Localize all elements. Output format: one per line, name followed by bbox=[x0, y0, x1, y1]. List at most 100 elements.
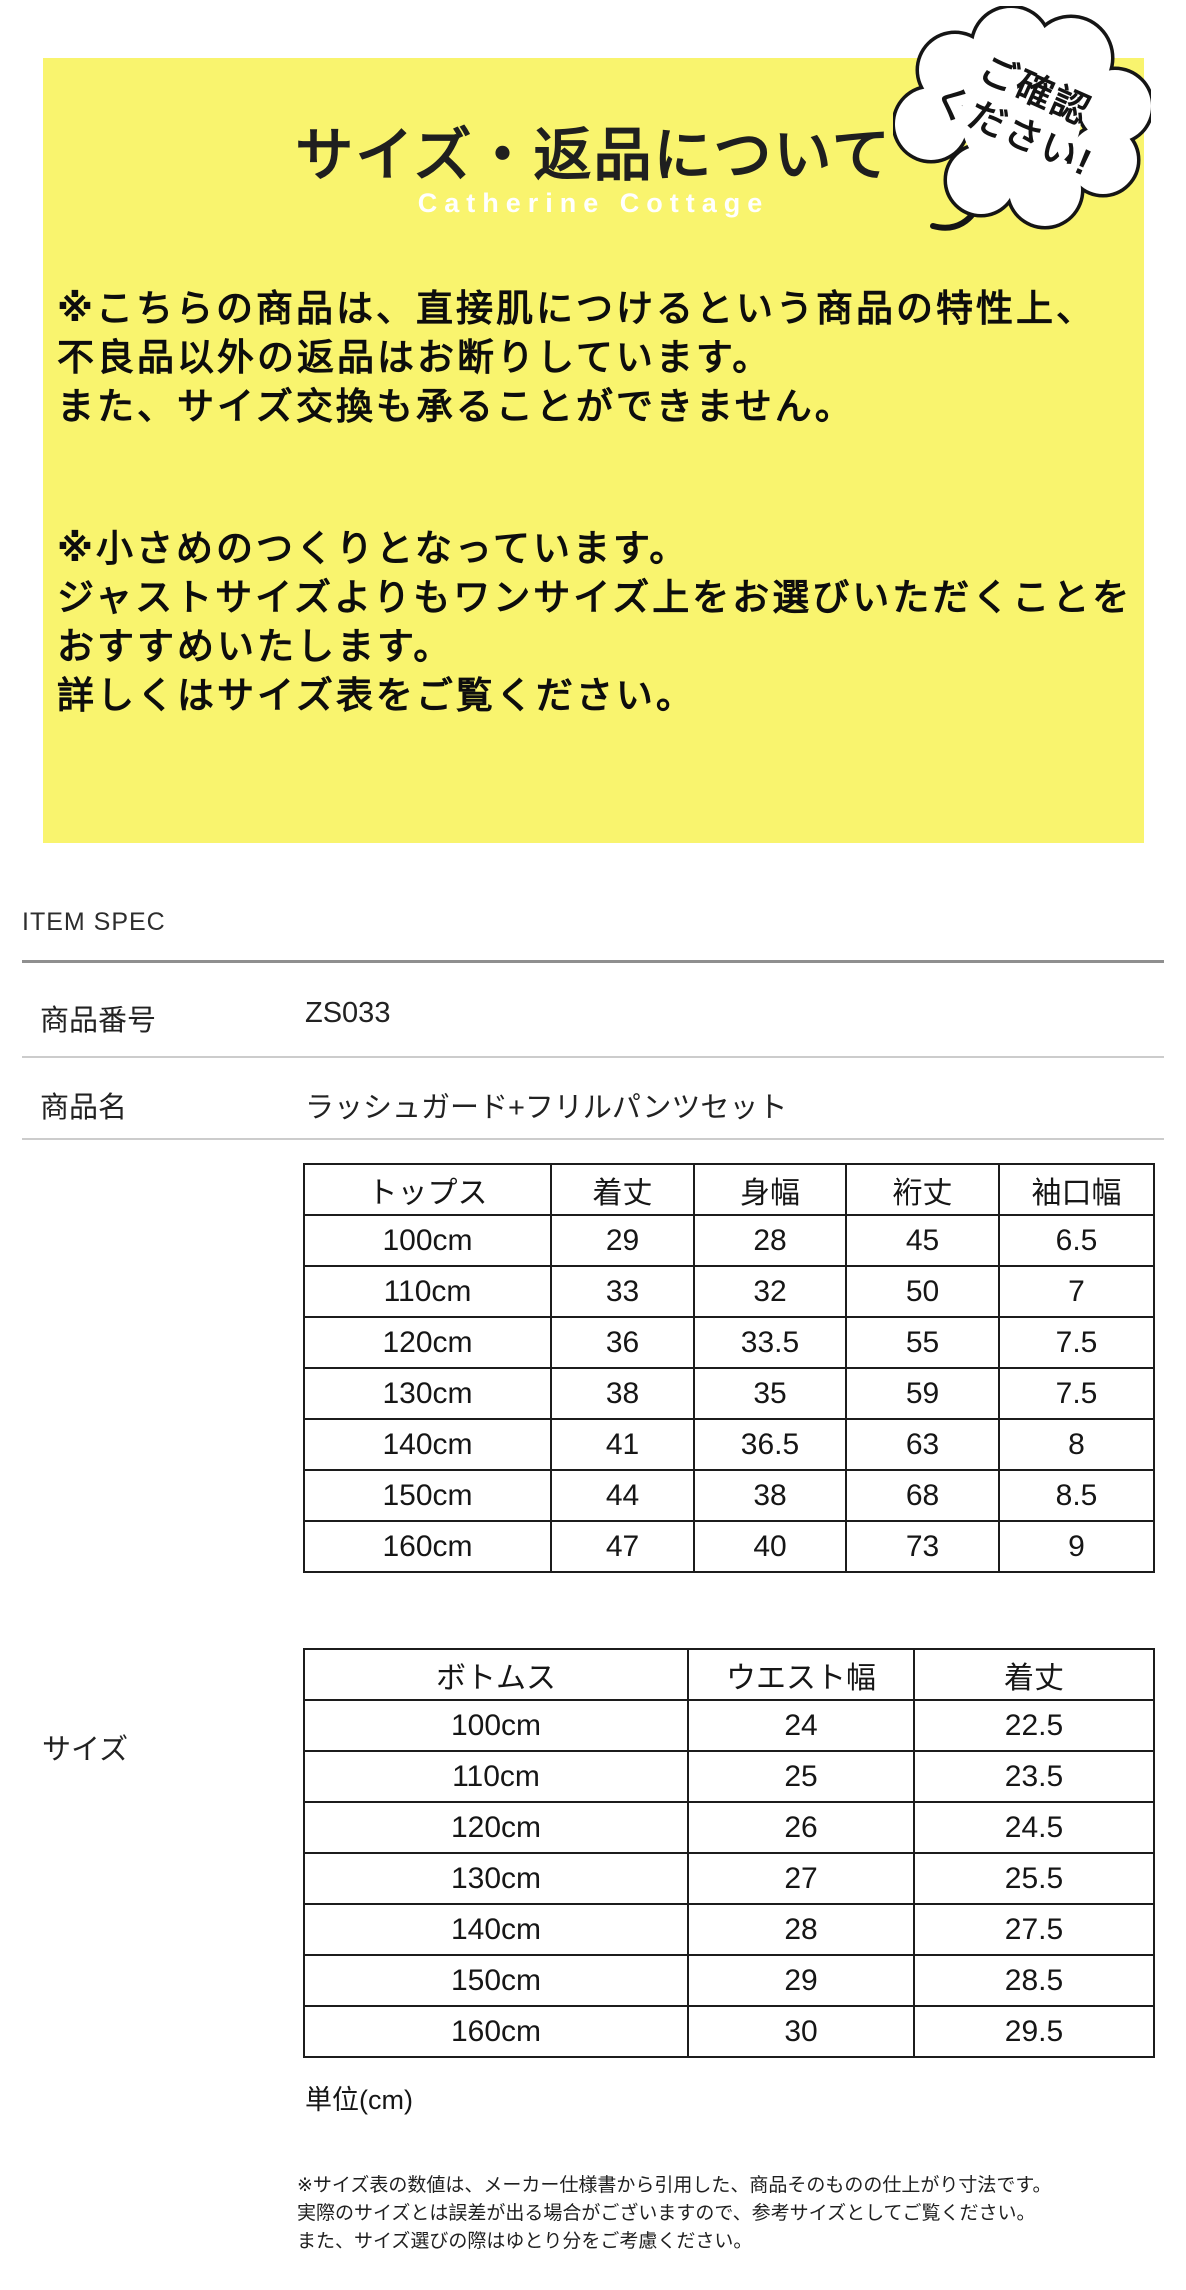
tops-header-cell: 身幅 bbox=[693, 1163, 847, 1216]
size-table-cell: 160cm bbox=[303, 1520, 552, 1573]
size-table-cell: 28 bbox=[687, 1903, 915, 1956]
size-table-cell: 25.5 bbox=[913, 1852, 1155, 1905]
size-table-cell: 38 bbox=[693, 1469, 847, 1522]
size-table-cell: 8.5 bbox=[998, 1469, 1155, 1522]
size-table-row: 100cm 24 22.5 bbox=[303, 1699, 1155, 1752]
size-table-cell: 50 bbox=[845, 1265, 1000, 1318]
size-table-cell: 28.5 bbox=[913, 1954, 1155, 2007]
notice-line: 詳しくはサイズ表をご覧ください。 bbox=[57, 675, 696, 716]
bottoms-header-cell: ボトムス bbox=[303, 1648, 689, 1701]
size-table-cell: 36 bbox=[550, 1316, 695, 1369]
size-table-cell: 150cm bbox=[303, 1954, 689, 2007]
footnote-line: また、サイズ選びの際はゆとり分をご考慮ください。 bbox=[297, 2231, 753, 2252]
size-table-row: 120cm 26 24.5 bbox=[303, 1801, 1155, 1854]
size-table-cell: 26 bbox=[687, 1801, 915, 1854]
divider bbox=[22, 1138, 1164, 1140]
notice-line: また、サイズ交換も承ることができません。 bbox=[57, 386, 855, 427]
notice-line: ※こちらの商品は、直接肌につけるという商品の特性上、 bbox=[57, 288, 1096, 329]
brand-name: Catherine Cottage bbox=[417, 188, 770, 218]
size-table-cell: 120cm bbox=[303, 1316, 552, 1369]
size-table-cell: 7 bbox=[998, 1265, 1155, 1318]
size-table-cell: 63 bbox=[845, 1418, 1000, 1471]
divider bbox=[22, 960, 1164, 963]
size-table-cell: 27 bbox=[687, 1852, 915, 1905]
cloud-icon: ご確認 ください! bbox=[893, 6, 1151, 231]
size-table-row: 110cm 33 32 50 7 bbox=[303, 1265, 1155, 1318]
size-table-row: 130cm 27 25.5 bbox=[303, 1852, 1155, 1905]
notice-line: ジャストサイズよりもワンサイズ上をお選びいただくことを bbox=[57, 577, 1133, 618]
size-table-cell: 45 bbox=[845, 1214, 1000, 1267]
tops-size-table: トップス 着丈 身幅 裄丈 袖口幅 100cm 29 28 45 6.5 110cm 33 3… bbox=[303, 1163, 1155, 1573]
size-table-row: 150cm 29 28.5 bbox=[303, 1954, 1155, 2007]
size-table-cell: 23.5 bbox=[913, 1750, 1155, 1803]
size-table-cell: 25 bbox=[687, 1750, 915, 1803]
size-table-cell: 150cm bbox=[303, 1469, 552, 1522]
size-table-cell: 36.5 bbox=[693, 1418, 847, 1471]
size-table-row: 160cm 47 40 73 9 bbox=[303, 1520, 1155, 1573]
size-table-cell: 9 bbox=[998, 1520, 1155, 1573]
size-table-cell: 35 bbox=[693, 1367, 847, 1420]
size-table-row: 140cm 41 36.5 63 8 bbox=[303, 1418, 1155, 1471]
size-table-cell: 27.5 bbox=[913, 1903, 1155, 1956]
notice-line: おすすめいたします。 bbox=[57, 626, 454, 667]
bottoms-size-table: ボトムス ウエスト幅 着丈 100cm 24 22.5 110cm 25 23.5 120c… bbox=[303, 1648, 1155, 2058]
return-policy-notice: ※こちらの商品は、直接肌につけるという商品の特性上、 不良品以外の返品はお断りし… bbox=[57, 284, 1096, 431]
size-table-row: 140cm 28 27.5 bbox=[303, 1903, 1155, 1956]
size-table-cell: 55 bbox=[845, 1316, 1000, 1369]
size-table-cell: 24.5 bbox=[913, 1801, 1155, 1854]
size-table-cell: 40 bbox=[693, 1520, 847, 1573]
confirm-cloud-badge: ご確認 ください! bbox=[893, 6, 1151, 238]
size-table-cell: 22.5 bbox=[913, 1699, 1155, 1752]
size-table-cell: 41 bbox=[550, 1418, 695, 1471]
size-table-cell: 29 bbox=[550, 1214, 695, 1267]
item-number-value: ZS033 bbox=[305, 997, 391, 1029]
size-table-cell: 29.5 bbox=[913, 2005, 1155, 2058]
size-table-row: 160cm 30 29.5 bbox=[303, 2005, 1155, 2058]
unit-note: 単位(cm) bbox=[305, 2085, 413, 2115]
size-table-row: 120cm 36 33.5 55 7.5 bbox=[303, 1316, 1155, 1369]
tops-header-row: トップス 着丈 身幅 裄丈 袖口幅 bbox=[303, 1163, 1155, 1216]
size-table-cell: 100cm bbox=[303, 1214, 552, 1267]
size-row-label: サイズ bbox=[42, 1734, 129, 1766]
size-table-cell: 120cm bbox=[303, 1801, 689, 1854]
size-table-cell: 6.5 bbox=[998, 1214, 1155, 1267]
item-spec-heading: ITEM SPEC bbox=[22, 908, 166, 936]
divider bbox=[22, 1056, 1164, 1058]
bottoms-header-cell: ウエスト幅 bbox=[687, 1648, 915, 1701]
notice-line: ※小さめのつくりとなっています。 bbox=[57, 528, 690, 569]
tops-header-cell: 袖口幅 bbox=[998, 1163, 1155, 1216]
size-table-cell: 100cm bbox=[303, 1699, 689, 1752]
item-number-label: 商品番号 bbox=[40, 1005, 157, 1037]
item-name-value: ラッシュガード+フリルパンツセット bbox=[305, 1092, 788, 1124]
size-table-cell: 130cm bbox=[303, 1852, 689, 1905]
bottoms-header-cell: 着丈 bbox=[913, 1648, 1155, 1701]
footnote-line: 実際のサイズとは誤差が出る場合がございますので、参考サイズとしてご覧ください。 bbox=[297, 2203, 1036, 2224]
tops-header-cell: 着丈 bbox=[550, 1163, 695, 1216]
size-table-cell: 140cm bbox=[303, 1418, 552, 1471]
size-table-cell: 7.5 bbox=[998, 1367, 1155, 1420]
size-table-cell: 73 bbox=[845, 1520, 1000, 1573]
size-table-cell: 33.5 bbox=[693, 1316, 847, 1369]
footnote-line: ※サイズ表の数値は、メーカー仕様書から引用した、商品そのものの仕上がり寸法です。 bbox=[297, 2175, 1052, 2196]
size-table-cell: 38 bbox=[550, 1367, 695, 1420]
size-table-cell: 68 bbox=[845, 1469, 1000, 1522]
bottoms-header-row: ボトムス ウエスト幅 着丈 bbox=[303, 1648, 1155, 1701]
sizing-advice-notice: ※小さめのつくりとなっています。 ジャストサイズよりもワンサイズ上をお選びいただ… bbox=[57, 524, 1132, 720]
size-table-cell: 32 bbox=[693, 1265, 847, 1318]
size-table-cell: 8 bbox=[998, 1418, 1155, 1471]
size-table-row: 110cm 25 23.5 bbox=[303, 1750, 1155, 1803]
size-table-row: 150cm 44 38 68 8.5 bbox=[303, 1469, 1155, 1522]
size-table-cell: 160cm bbox=[303, 2005, 689, 2058]
size-table-cell: 110cm bbox=[303, 1265, 552, 1318]
size-table-row: 100cm 29 28 45 6.5 bbox=[303, 1214, 1155, 1267]
size-table-cell: 33 bbox=[550, 1265, 695, 1318]
item-name-label: 商品名 bbox=[40, 1092, 128, 1124]
tops-header-cell: 裄丈 bbox=[845, 1163, 1000, 1216]
size-table-cell: 110cm bbox=[303, 1750, 689, 1803]
size-table-cell: 24 bbox=[687, 1699, 915, 1752]
size-table-cell: 7.5 bbox=[998, 1316, 1155, 1369]
banner-title: サイズ・返品について bbox=[295, 123, 892, 188]
size-table-cell: 28 bbox=[693, 1214, 847, 1267]
size-table-cell: 44 bbox=[550, 1469, 695, 1522]
